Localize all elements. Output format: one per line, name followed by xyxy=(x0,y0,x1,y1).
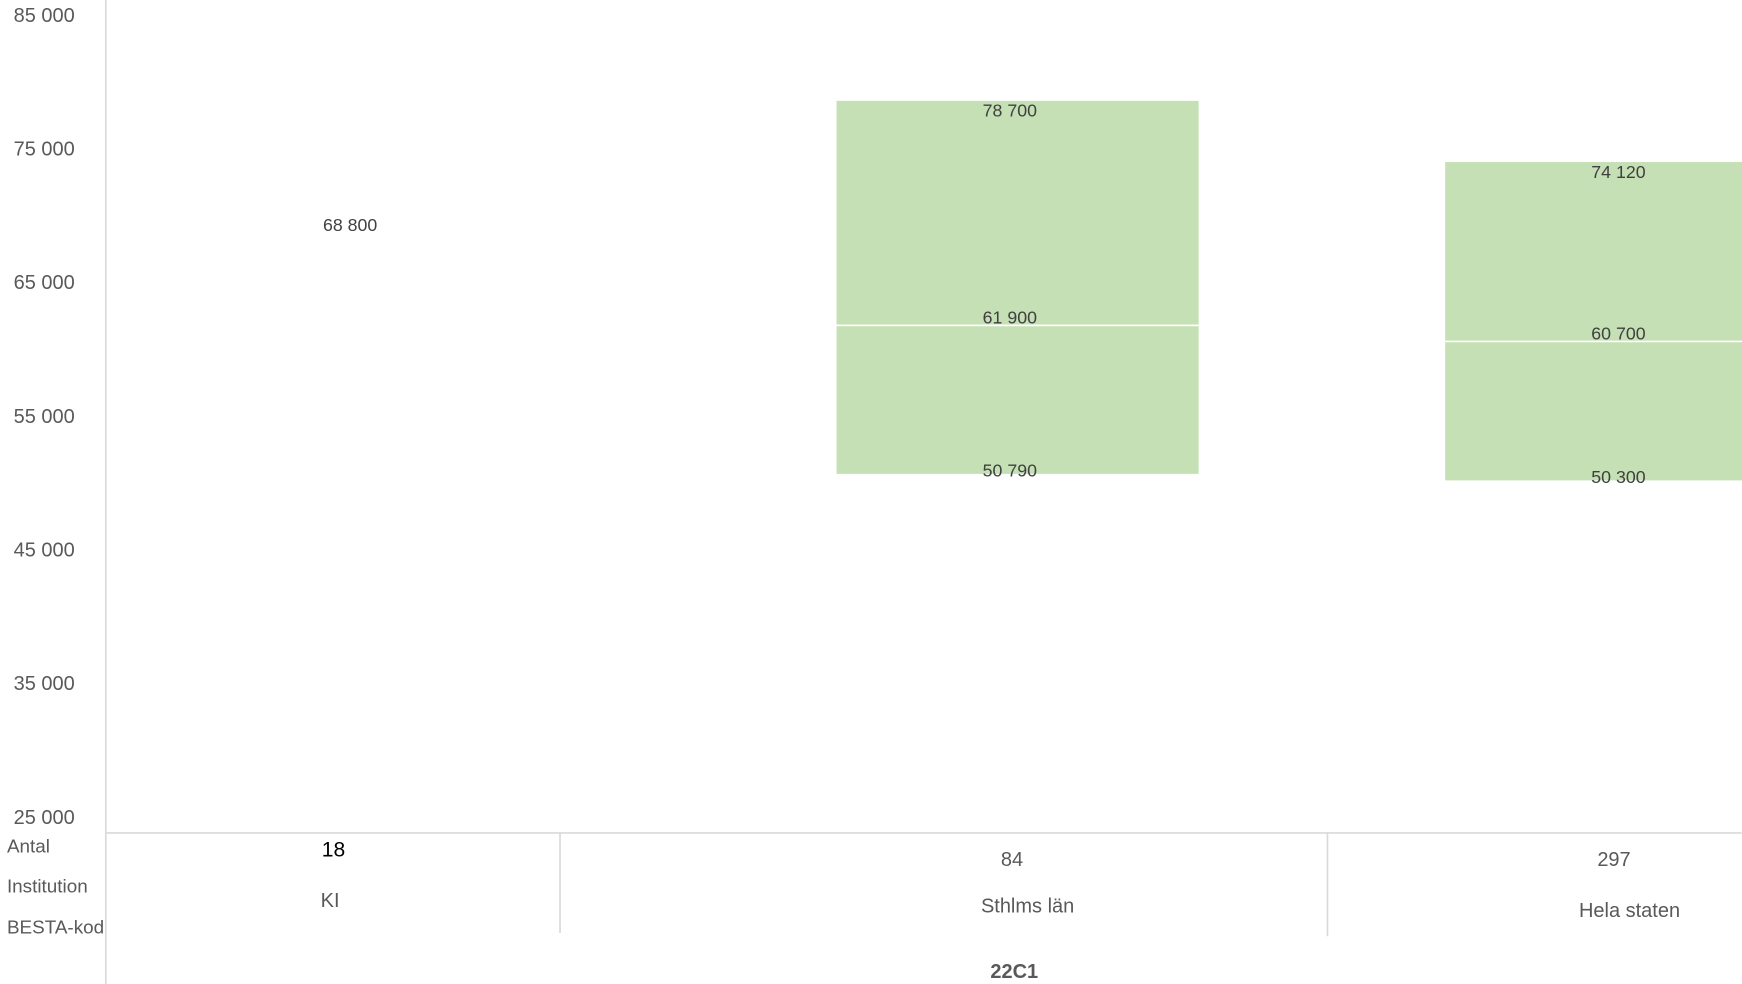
high-label: 78 700 xyxy=(983,101,1037,121)
group-label: 22C1 xyxy=(990,961,1038,983)
box xyxy=(836,100,1199,474)
low-label: 50 790 xyxy=(983,460,1037,480)
category-label: Hela staten xyxy=(1579,900,1680,922)
y-tick-label: 85 000 xyxy=(14,5,75,27)
high-label: 74 120 xyxy=(1591,162,1645,182)
median-label: 61 900 xyxy=(983,307,1037,327)
median-label: 68 800 xyxy=(323,215,377,235)
count-label: 84 xyxy=(1001,849,1023,871)
box xyxy=(1445,162,1742,481)
row-label: BESTA-kod xyxy=(7,917,104,938)
y-tick-label: 65 000 xyxy=(14,272,75,294)
count-label: 18 xyxy=(322,838,345,861)
category-label: KI xyxy=(321,890,340,912)
y-tick-label: 45 000 xyxy=(14,540,75,562)
y-tick-label: 55 000 xyxy=(14,406,75,428)
category-label: Sthlms län xyxy=(981,896,1074,918)
y-tick-label: 35 000 xyxy=(14,673,75,695)
median-label: 60 700 xyxy=(1591,323,1645,343)
y-tick-label: 25 000 xyxy=(14,807,75,829)
low-label: 50 300 xyxy=(1591,467,1645,487)
row-label: Institution xyxy=(7,876,88,897)
row-label: Antal xyxy=(7,836,50,857)
y-tick-label: 75 000 xyxy=(14,139,75,161)
count-label: 297 xyxy=(1597,849,1630,871)
